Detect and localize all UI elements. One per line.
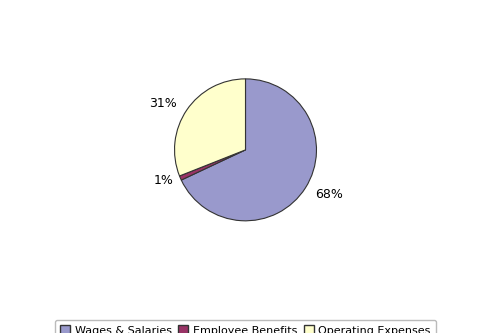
Text: 68%: 68% <box>315 188 343 201</box>
Text: 31%: 31% <box>149 97 177 110</box>
Text: 1%: 1% <box>154 174 174 187</box>
Wedge shape <box>174 79 246 176</box>
Legend: Wages & Salaries, Employee Benefits, Operating Expenses: Wages & Salaries, Employee Benefits, Ope… <box>55 320 436 333</box>
Wedge shape <box>180 150 246 180</box>
Wedge shape <box>181 79 317 221</box>
